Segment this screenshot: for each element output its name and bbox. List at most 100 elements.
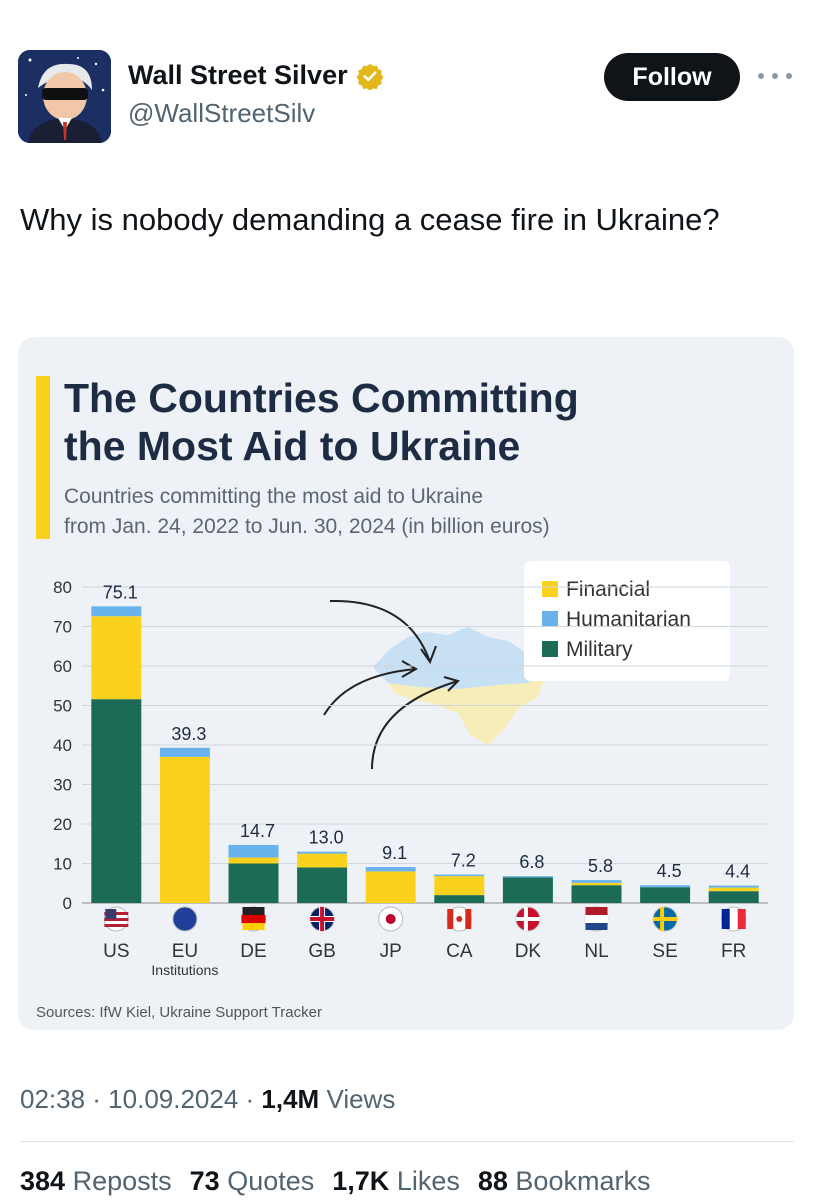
- chart-legend: Financial Humanitarian Military: [524, 561, 730, 681]
- views-label: Views: [319, 1084, 396, 1114]
- x-tick-label: DE: [240, 941, 266, 962]
- bar-segment-financial: [365, 871, 416, 903]
- bar-segment-military: [228, 863, 279, 903]
- bar-total-label: 4.4: [725, 862, 750, 882]
- bar-total-label: 39.3: [171, 724, 206, 744]
- bar-segment-military: [571, 885, 622, 903]
- legend-label: Military: [566, 638, 633, 661]
- legend-swatch: [542, 581, 558, 597]
- avatar[interactable]: [18, 50, 111, 143]
- engagement-stats: 384 Reposts 73 Quotes 1,7K Likes 88 Book…: [20, 1166, 650, 1197]
- y-tick-label: 10: [53, 855, 72, 874]
- flag-ca-icon: [446, 906, 472, 932]
- bar-total-label: 7.2: [451, 851, 476, 871]
- likes-stat[interactable]: 1,7K Likes: [332, 1166, 460, 1196]
- bar-segment-humanitarian: [159, 747, 210, 757]
- x-tick-label: SE: [652, 941, 677, 962]
- x-tick-sublabel: Institutions: [151, 962, 218, 978]
- flag-nl-icon: [584, 906, 609, 932]
- x-tick-label: EU: [172, 941, 198, 962]
- bar-segment-humanitarian: [502, 876, 553, 878]
- bar-segment-humanitarian: [571, 880, 622, 883]
- chart-title-line-1: The Countries Committing: [64, 375, 579, 421]
- legend-label: Financial: [566, 578, 650, 601]
- tweet-text: Why is nobody demanding a cease fire in …: [20, 202, 720, 237]
- chart-image-card[interactable]: The Countries Committing the Most Aid to…: [18, 337, 794, 1030]
- y-tick-label: 80: [53, 578, 72, 597]
- quotes-stat[interactable]: 73 Quotes: [189, 1166, 315, 1196]
- chart-y-axis: 0 10 20 30 40 50 60 70 80: [53, 578, 72, 913]
- reposts-stat[interactable]: 384 Reposts: [20, 1166, 172, 1196]
- legend-swatch: [542, 611, 558, 627]
- bar-segment-military: [91, 699, 142, 903]
- gold-verified-badge-icon[interactable]: [356, 62, 384, 90]
- flag-dk-icon: [515, 906, 541, 932]
- chart-bars: [91, 606, 759, 903]
- bar-segment-humanitarian: [640, 885, 691, 888]
- bar-total-label: 6.8: [519, 852, 544, 872]
- flag-gb-icon: [309, 906, 335, 932]
- author-name-row: Wall Street Silver: [128, 60, 384, 91]
- y-tick-label: 20: [53, 815, 72, 834]
- bar-segment-humanitarian: [434, 874, 485, 877]
- x-tick-label: NL: [584, 941, 608, 962]
- bar-segment-humanitarian: [708, 885, 759, 888]
- bar-segment-military: [640, 887, 691, 903]
- x-tick-label: GB: [308, 941, 335, 962]
- more-options-icon[interactable]: [758, 64, 792, 88]
- ukraine-map-illustration: [373, 627, 546, 745]
- bar-segment-humanitarian: [228, 844, 279, 858]
- flag-fr-icon: [721, 906, 747, 932]
- bar-segment-military: [708, 891, 759, 903]
- flag-us-icon: [103, 906, 129, 932]
- flag-de-icon: [241, 906, 266, 932]
- aid-chart: The Countries Committing the Most Aid to…: [36, 375, 768, 1021]
- bar-segment-financial: [708, 887, 759, 892]
- arrows-illustration: [323, 599, 460, 770]
- divider: [20, 1141, 794, 1142]
- bar-segment-financial: [159, 756, 210, 903]
- tweet-timestamp[interactable]: 02:38 · 10.09.2024 · 1,4M Views: [20, 1084, 395, 1115]
- bar-segment-financial: [297, 853, 348, 868]
- bar-segment-financial: [571, 882, 622, 886]
- y-tick-label: 0: [63, 894, 72, 913]
- bar-total-label: 9.1: [382, 843, 407, 863]
- follow-button[interactable]: Follow: [604, 53, 740, 101]
- views-count: 1,4M: [261, 1084, 320, 1114]
- y-tick-label: 40: [53, 736, 72, 755]
- bar-segment-humanitarian: [91, 606, 142, 617]
- chart-subtitle-line-2: from Jan. 24, 2022 to Jun. 30, 2024 (in …: [64, 515, 550, 538]
- bookmarks-stat[interactable]: 88 Bookmarks: [477, 1166, 651, 1196]
- bar-total-label: 75.1: [103, 582, 138, 602]
- y-tick-label: 60: [53, 657, 72, 676]
- legend-label: Humanitarian: [566, 608, 691, 631]
- x-tick-label: CA: [446, 941, 473, 962]
- author-handle[interactable]: @WallStreetSilv: [128, 98, 316, 128]
- bar-total-label: 13.0: [309, 828, 344, 848]
- y-tick-label: 30: [53, 776, 72, 795]
- chart-total-labels: 75.1 39.3 14.7 13.0 9.1 7.2 6.8 5.8 4.5 4.4: [103, 582, 750, 881]
- bar-total-label: 14.7: [240, 821, 275, 841]
- x-tick-label: DK: [515, 941, 542, 962]
- chart-source: Sources: IfW Kiel, Ukraine Support Track…: [36, 1004, 322, 1021]
- bar-segment-financial: [228, 857, 279, 864]
- bar-segment-financial: [91, 616, 142, 700]
- bar-segment-financial: [434, 876, 485, 896]
- author-display-name[interactable]: Wall Street Silver: [128, 60, 348, 90]
- title-accent-bar: [36, 376, 50, 539]
- bar-segment-humanitarian: [297, 851, 348, 854]
- x-tick-label: US: [103, 941, 129, 962]
- chart-flags: [103, 906, 747, 932]
- bar-total-label: 4.5: [657, 861, 682, 881]
- flag-jp-icon: [378, 906, 404, 932]
- y-tick-label: 50: [53, 697, 72, 716]
- timestamp-text[interactable]: 02:38 · 10.09.2024 ·: [20, 1084, 262, 1114]
- chart-subtitle-line-1: Countries committing the most aid to Ukr…: [64, 485, 483, 508]
- bar-total-label: 5.8: [588, 856, 613, 876]
- legend-swatch: [542, 641, 558, 657]
- bar-segment-humanitarian: [365, 867, 416, 872]
- bar-segment-military: [297, 867, 348, 903]
- flag-se-icon: [652, 906, 678, 932]
- y-tick-label: 70: [53, 618, 72, 637]
